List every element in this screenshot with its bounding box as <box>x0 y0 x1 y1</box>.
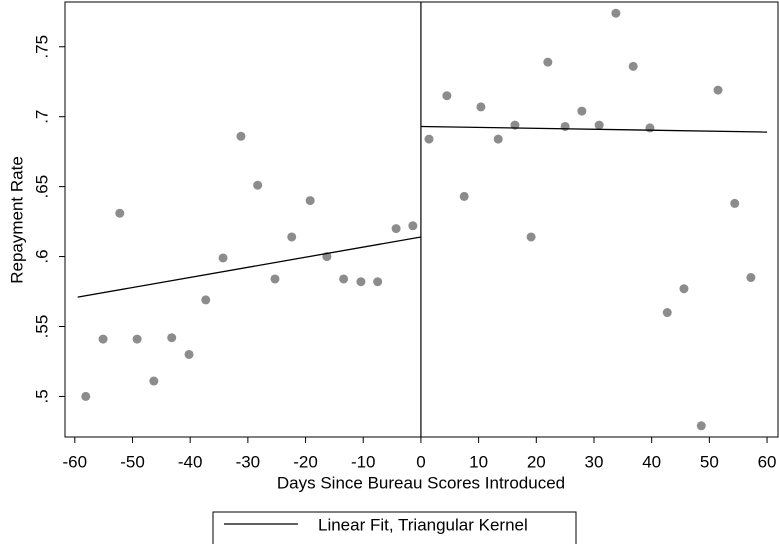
x-tick-label: 60 <box>758 452 777 471</box>
point <box>305 196 315 206</box>
point <box>184 349 194 359</box>
point <box>236 131 246 141</box>
point <box>408 221 418 231</box>
point <box>270 274 280 284</box>
point <box>526 232 536 242</box>
x-tick-label: 0 <box>416 452 425 471</box>
x-tick-label: -50 <box>120 452 145 471</box>
y-tick-label: .75 <box>32 35 51 59</box>
point <box>115 208 125 218</box>
point <box>746 273 756 283</box>
x-tick-label: 50 <box>700 452 719 471</box>
point <box>577 106 587 116</box>
x-tick-label: 20 <box>527 452 546 471</box>
x-tick-label: -10 <box>351 452 376 471</box>
point <box>98 334 108 344</box>
point <box>696 421 706 431</box>
point <box>356 277 366 287</box>
point <box>493 134 503 144</box>
point <box>543 57 553 67</box>
point <box>132 334 142 344</box>
point <box>442 91 452 101</box>
fit-line <box>420 125 768 133</box>
x-axis-title: Days Since Bureau Scores Introduced <box>277 473 565 492</box>
point <box>730 198 740 208</box>
point <box>611 8 621 18</box>
point <box>218 253 228 263</box>
y-tick-label: .7 <box>32 110 51 124</box>
point <box>459 191 469 201</box>
x-tick-label: 30 <box>585 452 604 471</box>
point <box>662 308 672 318</box>
point <box>339 274 349 284</box>
point <box>476 102 486 112</box>
point <box>391 224 401 234</box>
x-tick-label: -60 <box>63 452 88 471</box>
point <box>253 180 263 190</box>
point <box>149 376 159 386</box>
y-tick-label: .5 <box>32 389 51 403</box>
point <box>201 295 211 305</box>
fit-line <box>77 236 422 298</box>
point <box>287 232 297 242</box>
y-tick-label: .6 <box>32 249 51 263</box>
point <box>594 120 604 130</box>
point <box>645 123 655 133</box>
x-tick-label: -20 <box>293 452 318 471</box>
y-tick-label: .55 <box>32 315 51 339</box>
point <box>81 391 91 401</box>
x-tick-label: 40 <box>642 452 661 471</box>
x-tick-label: -40 <box>178 452 203 471</box>
point <box>167 333 177 343</box>
point <box>713 85 723 95</box>
point <box>424 134 434 144</box>
y-tick-label: .65 <box>32 175 51 199</box>
legend-box <box>212 511 577 544</box>
legend-label: Linear Fit, Triangular Kernel <box>318 515 528 534</box>
point <box>628 61 638 71</box>
point <box>679 284 689 294</box>
x-tick-label: -30 <box>236 452 261 471</box>
point <box>560 121 570 131</box>
y-axis-title: Repayment Rate <box>7 156 26 284</box>
x-tick-label: 10 <box>469 452 488 471</box>
point <box>373 277 383 287</box>
